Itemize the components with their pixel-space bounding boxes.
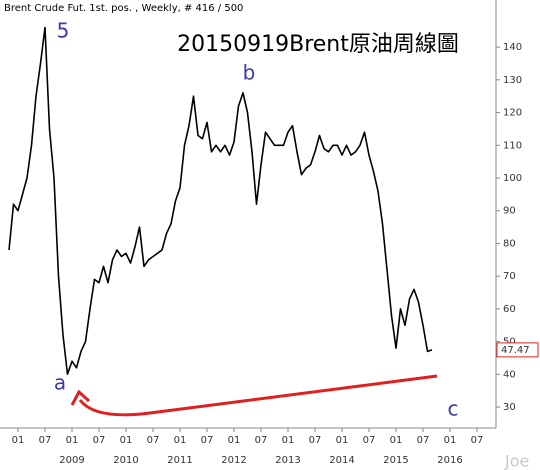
arrow-head: [70, 389, 91, 406]
x-tick-label: 01: [120, 435, 133, 446]
trend-arrow: [78, 374, 438, 417]
wave-label: a: [54, 371, 66, 395]
x-tick-label: 01: [390, 435, 403, 446]
wave-label: 5: [57, 19, 70, 43]
x-tick-label: 01: [12, 435, 25, 446]
y-tick-label: 80: [503, 238, 516, 249]
y-tick-label: 140: [503, 42, 522, 53]
y-tick-label: 100: [503, 173, 522, 184]
x-tick-label: 07: [417, 435, 430, 446]
x-year-label: 2014: [329, 455, 354, 466]
y-tick-label: 130: [503, 75, 522, 86]
x-tick-label: 07: [39, 435, 52, 446]
y-tick-label: 30: [503, 402, 516, 413]
y-tick-label: 110: [503, 140, 522, 151]
x-year-label: 2016: [437, 455, 462, 466]
x-tick-label: 07: [147, 435, 160, 446]
x-tick-label: 07: [93, 435, 106, 446]
y-tick-label: 50: [503, 337, 516, 348]
x-tick-label: 07: [309, 435, 322, 446]
y-tick-label: 40: [503, 369, 516, 380]
x-year-label: 2009: [59, 455, 84, 466]
x-year-label: 2010: [113, 455, 138, 466]
y-tick-label: 70: [503, 271, 516, 282]
x-year-label: 2011: [167, 455, 192, 466]
wave-label: b: [243, 61, 256, 85]
x-tick-label: 07: [255, 435, 268, 446]
x-tick-label: 07: [363, 435, 376, 446]
x-tick-label: 01: [66, 435, 79, 446]
x-tick-label: 07: [471, 435, 484, 446]
watermark: Joe: [504, 452, 529, 470]
x-tick-label: 01: [174, 435, 187, 446]
wave-label: c: [448, 397, 459, 421]
x-tick-label: 01: [444, 435, 457, 446]
x-tick-label: 01: [282, 435, 295, 446]
y-tick-label: 60: [503, 304, 516, 315]
header: Brent Crude Fut. 1st. pos. , Weekly, # 4…: [4, 3, 243, 14]
y-tick-label: 90: [503, 206, 516, 217]
x-year-label: 2013: [275, 455, 300, 466]
chart-title: 20150919Brent原油周線圖: [177, 32, 459, 57]
x-year-label: 2012: [221, 455, 246, 466]
last-price-label: 47.47: [501, 345, 530, 356]
x-tick-label: 01: [228, 435, 241, 446]
last-price-box: [496, 342, 539, 358]
price-line: [8, 26, 433, 376]
x-tick-label: 01: [336, 435, 349, 446]
x-year-label: 2015: [383, 455, 408, 466]
y-tick-label: 120: [503, 108, 522, 119]
x-tick-label: 07: [201, 435, 214, 446]
